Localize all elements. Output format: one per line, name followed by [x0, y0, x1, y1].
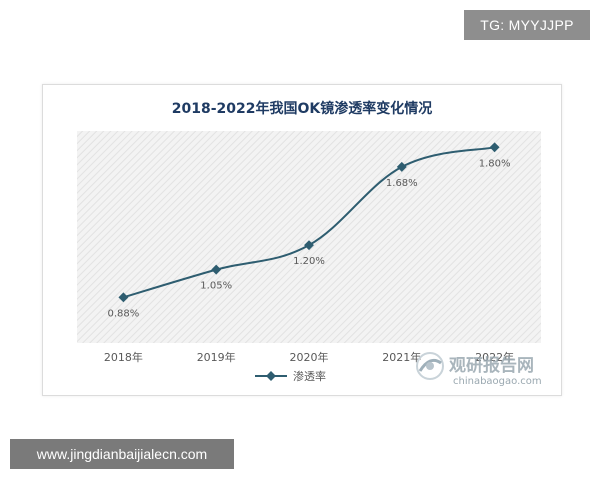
legend: 渗透率 — [255, 369, 326, 383]
legend-diamond-marker — [266, 371, 276, 381]
legend-label: 渗透率 — [293, 369, 326, 383]
x-tick-label: 2021年 — [382, 350, 421, 364]
data-point-2020年 — [304, 240, 314, 251]
chart-card: 2018-2022年我国OK镜渗透率变化情况 0.88% 1.05% 1.20% 1.… — [42, 84, 562, 396]
watermark-logo-icon — [416, 352, 444, 380]
data-label: 1.68% — [386, 178, 418, 189]
watermark: 观研报告网 chinabaogao.com — [416, 352, 542, 387]
data-label: 1.80% — [479, 158, 511, 169]
x-tick-label: 2018年 — [104, 350, 143, 364]
data-label: 1.20% — [293, 256, 325, 267]
data-point-2018年 — [118, 292, 129, 303]
website-badge: www.jingdianbaijialecn.com — [10, 439, 234, 469]
plot-area — [77, 131, 541, 343]
x-tick-label: 2019年 — [197, 350, 236, 364]
data-label: 1.05% — [200, 281, 232, 292]
telegram-badge-text: TG: MYYJJPP — [480, 17, 574, 33]
website-badge-text: www.jingdianbaijialecn.com — [36, 446, 208, 462]
watermark-en-text: chinabaogao.com — [453, 376, 542, 387]
watermark-cn-text: 观研报告网 — [448, 355, 534, 376]
telegram-badge: TG: MYYJJPP — [464, 10, 590, 40]
line-chart: 2018-2022年我国OK镜渗透率变化情况 0.88% 1.05% 1.20% 1.… — [77, 100, 542, 387]
chart-title: 2018-2022年我国OK镜渗透率变化情况 — [172, 100, 433, 117]
x-tick-label: 2022年 — [475, 350, 514, 364]
data-point-2019年 — [211, 264, 222, 275]
data-point-2021年 — [396, 161, 407, 172]
data-label: 0.88% — [108, 308, 140, 319]
x-tick-label: 2020年 — [290, 350, 329, 364]
